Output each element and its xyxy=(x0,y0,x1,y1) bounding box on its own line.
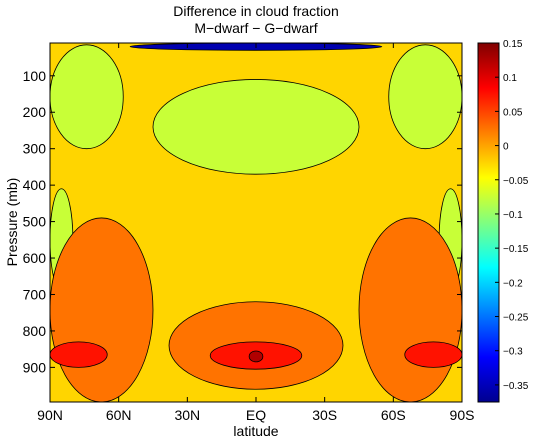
y-tick-label: 300 xyxy=(23,141,47,157)
contour-region xyxy=(388,44,462,150)
contour-regions xyxy=(50,43,462,402)
colorbar-tick-label: −0.1 xyxy=(503,210,523,221)
contour-region xyxy=(248,350,264,363)
colorbar xyxy=(477,42,500,403)
y-tick-label: 700 xyxy=(23,286,47,302)
colorbar-tick-label: 0.1 xyxy=(503,73,517,84)
colorbar-tick-label: −0.25 xyxy=(503,313,529,324)
colorbar-tick-label: −0.05 xyxy=(503,176,529,187)
y-tick-label: 100 xyxy=(23,68,47,84)
y-axis-label: Pressure (mb) xyxy=(4,178,20,267)
contour-region xyxy=(50,341,108,368)
contour-region xyxy=(50,44,124,150)
colorbar-axis: 0.15 0.1 0.05 0 −0.05 −0.1 −0.15 −0.2 −0.25 −0.3 −… xyxy=(495,39,529,392)
contour-region xyxy=(358,217,462,402)
x-axis-label: latitude xyxy=(233,423,278,439)
x-tick-label: 60S xyxy=(381,407,406,423)
y-axis: 100 200 300 400 500 600 700 800 900 xyxy=(23,68,462,375)
y-tick-label: 600 xyxy=(23,250,47,266)
colorbar-tick-label: 0.05 xyxy=(503,107,523,118)
contour-region xyxy=(152,79,360,175)
y-tick-label: 800 xyxy=(23,323,47,339)
x-tick-label: 90S xyxy=(450,407,475,423)
x-axis: 90N 60N 30N EQ 30S 60S 90S xyxy=(37,43,474,423)
colorbar-tick-label: −0.3 xyxy=(503,347,523,358)
contour-region xyxy=(50,217,154,402)
colorbar-tick-label: −0.15 xyxy=(503,244,529,255)
x-tick-label: EQ xyxy=(246,407,266,423)
colorbar-tick-label: −0.2 xyxy=(503,278,523,289)
chart-subtitle: M−dwarf − G−dwarf xyxy=(194,20,317,36)
y-tick-label: 200 xyxy=(23,104,47,120)
x-tick-label: 90N xyxy=(37,407,63,423)
chart-title: Difference in cloud fraction xyxy=(173,3,339,19)
colorbar-tick-label: 0.15 xyxy=(503,39,523,50)
y-tick-label: 500 xyxy=(23,214,47,230)
y-tick-label: 400 xyxy=(23,177,47,193)
colorbar-tick-label: 0 xyxy=(503,142,509,153)
y-tick-label: 900 xyxy=(23,359,47,375)
x-tick-label: 60N xyxy=(106,407,132,423)
x-tick-label: 30N xyxy=(174,407,200,423)
colorbar-tick-label: −0.35 xyxy=(503,381,529,392)
contour-region xyxy=(404,341,462,368)
x-tick-label: 30S xyxy=(312,407,337,423)
